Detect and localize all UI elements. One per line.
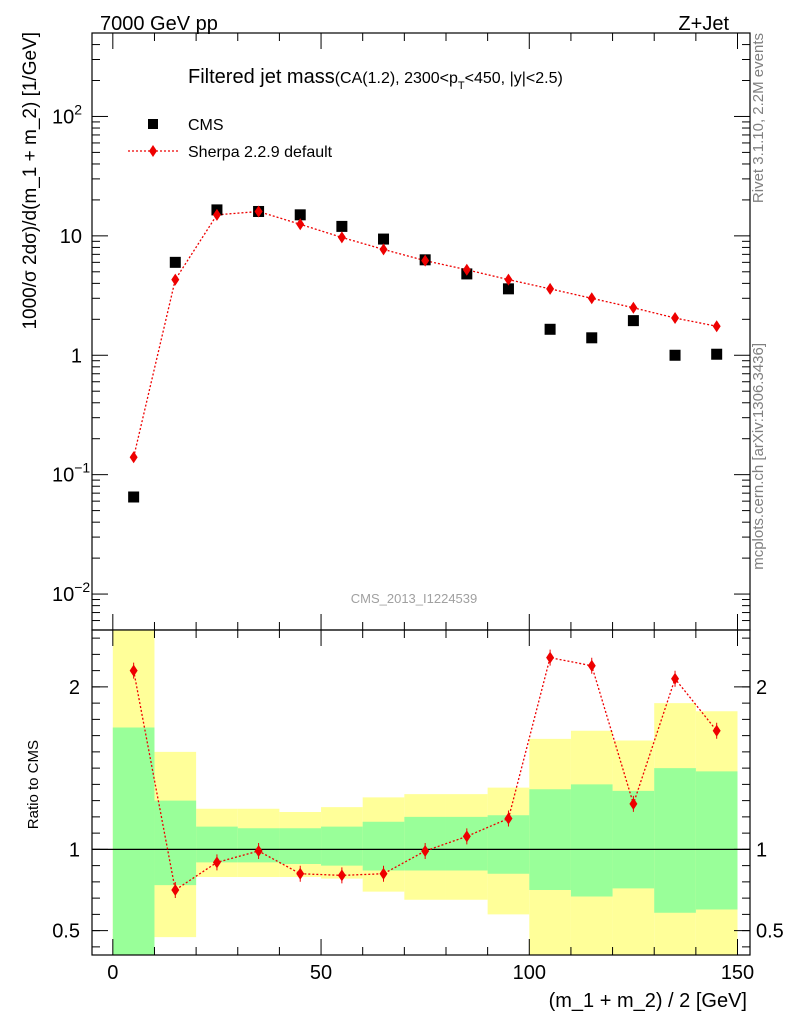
sherpa-point	[212, 208, 221, 221]
header-left: 7000 GeV pp	[100, 13, 218, 35]
ratio-inner-band	[529, 789, 571, 890]
ratio-sherpa-point	[171, 884, 180, 896]
sherpa-point	[587, 292, 596, 305]
main-y-tick-label: 10−2	[52, 579, 90, 606]
ratio-sherpa-point	[629, 797, 638, 810]
cms-data-point	[169, 256, 181, 268]
legend-cms-marker	[148, 119, 158, 129]
title-sub-a: (CA(1.2), 2300<p	[335, 70, 458, 87]
ratio-ylabel: Ratio to CMS	[25, 740, 42, 829]
ratio-y-tick-label-left: 2	[69, 677, 80, 699]
ratio-inner-band	[362, 821, 405, 871]
ratio-sherpa-point	[462, 830, 471, 843]
watermark: CMS_2013_I1224539	[351, 591, 478, 606]
ratio-sherpa-point	[379, 867, 388, 880]
ratio-inner-band	[112, 727, 155, 955]
sherpa-point	[712, 320, 721, 333]
legend-sherpa-marker	[149, 145, 157, 157]
main-ylabel: 1000/σ 2dσ)/d(m_1 + m_2) [1/GeV]	[20, 32, 41, 330]
sherpa-point	[671, 312, 680, 325]
sherpa-point	[337, 231, 346, 244]
ratio-inner-band	[321, 826, 363, 866]
ratio-x-tick-label: 0	[107, 962, 118, 984]
ratio-y-tick-label-right: 1	[756, 839, 767, 861]
ratio-x-tick-label: 150	[721, 962, 754, 984]
ratio-inner-band	[279, 828, 322, 864]
sherpa-point	[129, 451, 138, 464]
main-y-tick-label: 10−1	[52, 460, 90, 487]
cms-data-point	[544, 323, 556, 335]
sherpa-point	[379, 243, 388, 256]
ratio-sherpa-point	[587, 659, 596, 672]
ratio-sherpa-point	[212, 856, 221, 869]
main-y-tick-label: 10	[60, 226, 82, 248]
header-right: Z+Jet	[678, 13, 729, 35]
ratio-x-tick-label: 100	[513, 962, 546, 984]
cms-data-point	[378, 233, 390, 245]
ratio-y-tick-label-right: 2	[756, 677, 767, 699]
mcplots-label: mcplots.cern.ch [arXiv:1306.3436]	[750, 343, 767, 570]
sherpa-point	[462, 263, 471, 276]
ratio-sherpa-point	[546, 651, 555, 664]
ratio-sherpa-point	[296, 867, 305, 880]
ratio-sherpa-point	[254, 845, 263, 857]
sherpa-point	[421, 254, 430, 267]
cms-data-point	[711, 348, 723, 360]
sherpa-point	[296, 218, 305, 231]
title-main: Filtered jet mass	[188, 66, 335, 88]
ratio-sherpa-point	[337, 869, 346, 882]
ratio-inner-band	[570, 784, 613, 897]
ratio-y-tick-label-left: 0.5	[52, 921, 80, 943]
ratio-frame	[91, 629, 751, 956]
cms-data-point	[336, 220, 348, 232]
main-plot: 10−2 10−1 1 10 102	[52, 32, 751, 631]
ratio-sherpa-point	[712, 724, 721, 737]
cms-data-point	[294, 209, 306, 221]
cms-data-point	[627, 315, 639, 327]
main-y-tick-label: 1	[71, 345, 82, 367]
legend: CMS Sherpa 2.2.9 default	[128, 117, 333, 161]
sherpa-point	[504, 273, 513, 286]
cms-data-point	[586, 332, 598, 344]
sherpa-point	[254, 205, 263, 218]
title-sub-sub: T	[458, 80, 465, 92]
ratio-plot: 0.5 0.5 1 1 2 2 0 50 100 150	[52, 629, 784, 984]
main-y-tick-label: 102	[52, 101, 82, 128]
ratio-sherpa-point	[421, 845, 430, 857]
rivet-label: Rivet 3.1.10, 2.2M events	[750, 33, 767, 203]
ratio-inner-band	[654, 768, 696, 913]
ratio-y-tick-label-right: 0.5	[756, 921, 784, 943]
legend-cms-label: CMS	[188, 117, 224, 134]
ratio-inner-band	[154, 800, 197, 886]
plot-title: Filtered jet mass(CA(1.2), 2300<pT<450, …	[188, 66, 563, 92]
sherpa-point	[171, 273, 180, 286]
ratio-sherpa-line	[133, 656, 718, 892]
sherpa-point	[629, 301, 638, 314]
legend-sherpa-label: Sherpa 2.2.9 default	[188, 144, 333, 161]
sherpa-point	[546, 282, 555, 295]
cms-data-point	[669, 349, 681, 361]
ratio-sherpa-point	[504, 812, 513, 825]
ratio-inner-band	[695, 771, 738, 910]
cms-data-point	[128, 491, 140, 503]
ratio-xlabel: (m_1 + m_2) / 2 [GeV]	[549, 990, 747, 1012]
ratio-x-tick-label: 50	[310, 962, 332, 984]
sherpa-line	[133, 210, 717, 458]
title-sub-b: <450, |y|<2.5)	[465, 70, 563, 87]
ratio-sherpa-point	[671, 672, 680, 685]
ratio-y-tick-label-left: 1	[69, 839, 80, 861]
cms-data-point	[502, 283, 514, 295]
ratio-sherpa-point	[129, 664, 138, 677]
